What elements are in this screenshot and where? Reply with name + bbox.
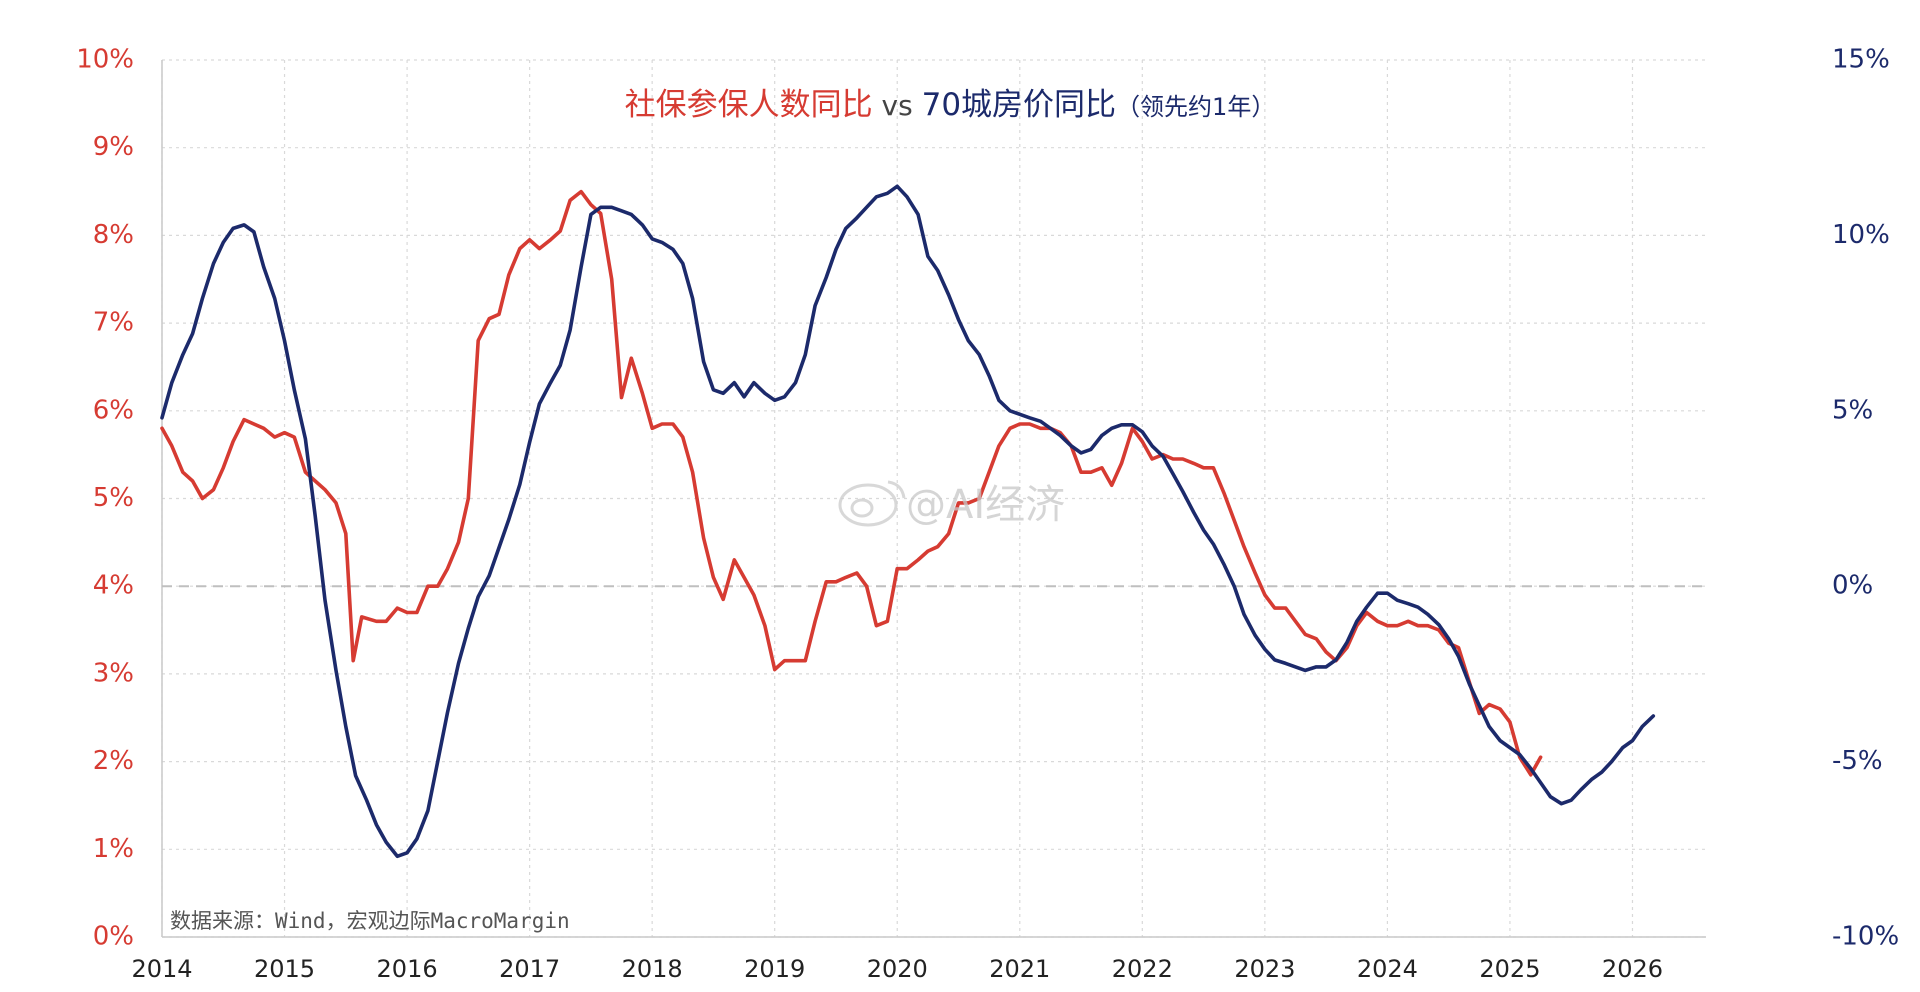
left-tick-label: 10% [76,45,134,75]
left-tick-label: 7% [93,308,134,338]
chart-title: 社保参保人数同比 vs 70城房价同比（领先约1年） [625,87,1276,123]
x-tick-label: 2020 [867,955,928,983]
right-tick-label: 0% [1832,571,1873,601]
title-part-1: 社保参保人数同比 [625,87,873,123]
right-tick-label: 5% [1832,395,1873,425]
left-tick-label: 6% [93,395,134,425]
left-axis-ticks: 0% 1% 2% 3% 4% 5% 6% 7% 8% 9% 10% [76,45,134,952]
x-tick-label: 2018 [622,955,683,983]
grid-lines [161,59,1706,938]
title-part-2: 70城房价同比 [922,87,1116,123]
x-tick-label: 2026 [1602,955,1663,983]
x-tick-label: 2023 [1234,955,1295,983]
left-tick-label: 2% [93,746,134,776]
x-tick-label: 2015 [254,955,315,983]
left-tick-label: 3% [93,658,134,688]
title-note: （领先约1年） [1116,93,1275,121]
x-tick-label: 2014 [131,955,192,983]
watermark-text: @AI经济 [906,482,1065,528]
title-vs: vs [873,89,922,122]
right-tick-label: 15% [1832,45,1890,75]
left-tick-label: 9% [93,132,134,162]
x-tick-label: 2022 [1112,955,1173,983]
left-tick-label: 4% [93,571,134,601]
right-tick-label: -10% [1832,922,1899,952]
x-tick-label: 2019 [744,955,805,983]
watermark: @AI经济 [838,480,1065,528]
left-tick-label: 8% [93,220,134,250]
x-tick-label: 2021 [989,955,1050,983]
series-lines [160,184,1656,859]
right-tick-label: -5% [1832,746,1883,776]
weibo-icon [838,480,906,527]
left-tick-label: 0% [93,922,134,952]
right-axis-ticks: -10% -5% 0% 5% 10% 15% [1832,45,1899,952]
source-note: 数据来源：Wind，宏观边际MacroMargin [170,909,570,933]
series-line-social-insurance [160,189,1543,777]
x-tick-label: 2016 [377,955,438,983]
x-tick-label: 2025 [1479,955,1540,983]
x-tick-label: 2017 [499,955,560,983]
left-tick-label: 5% [93,483,134,513]
series-line-house-price [160,184,1656,859]
x-axis-ticks: 2014 2015 2016 2017 2018 2019 2020 2021 2022 2023… [131,955,1663,983]
x-tick-label: 2024 [1357,955,1418,983]
left-tick-label: 1% [93,834,134,864]
right-tick-label: 10% [1832,220,1890,250]
